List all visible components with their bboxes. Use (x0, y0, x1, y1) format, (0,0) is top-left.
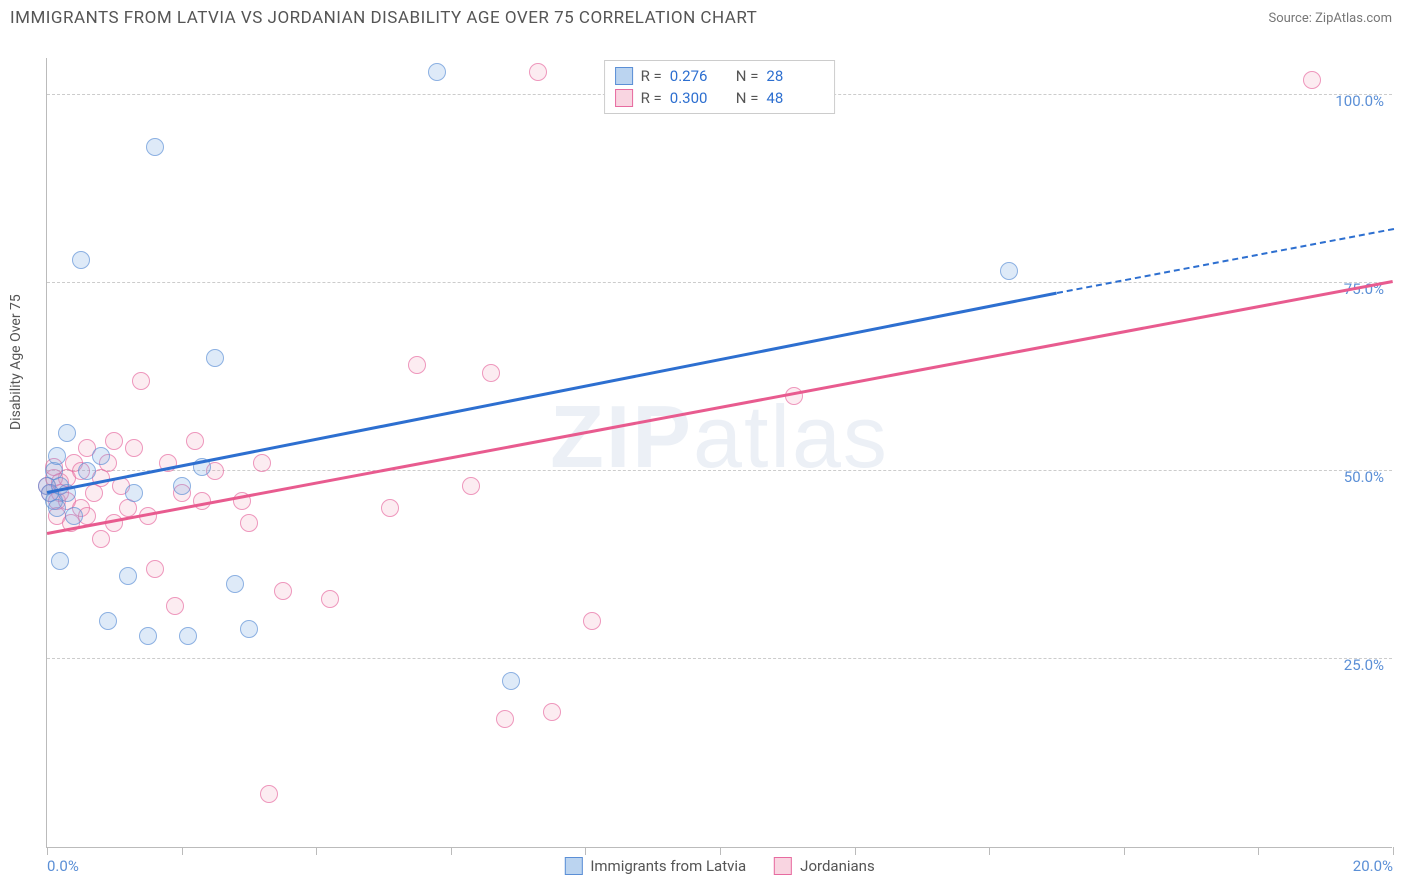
data-point-blue (125, 484, 143, 502)
data-point-pink (482, 364, 500, 382)
data-point-blue (206, 349, 224, 367)
legend-item-pink: Jordanians (774, 857, 875, 875)
data-point-pink (166, 597, 184, 615)
data-point-blue (139, 627, 157, 645)
data-point-pink (186, 432, 204, 450)
data-point-pink (321, 590, 339, 608)
data-point-blue (48, 499, 66, 517)
data-point-blue (92, 447, 110, 465)
data-point-blue (226, 575, 244, 593)
data-point-pink (92, 530, 110, 548)
x-tick (1124, 847, 1125, 855)
legend-row-pink: R = 0.300 N = 48 (615, 87, 825, 109)
y-tick-label: 25.0% (1344, 656, 1384, 674)
swatch-blue-icon (564, 857, 582, 875)
data-point-blue (119, 567, 137, 585)
data-point-pink (132, 372, 150, 390)
chart-header: IMMIGRANTS FROM LATVIA VS JORDANIAN DISA… (0, 0, 1406, 36)
data-point-blue (51, 552, 69, 570)
data-point-blue (240, 620, 258, 638)
data-point-blue (173, 477, 191, 495)
x-tick (585, 847, 586, 855)
x-tick (451, 847, 452, 855)
data-point-pink (583, 612, 601, 630)
trend-line-blue (47, 292, 1057, 494)
data-point-pink (496, 710, 514, 728)
data-point-pink (125, 439, 143, 457)
data-point-blue (502, 672, 520, 690)
y-tick-label: 100.0% (1335, 92, 1384, 110)
data-point-blue (146, 138, 164, 156)
swatch-pink-icon (774, 857, 792, 875)
data-point-blue (78, 462, 96, 480)
watermark: ZIPatlas (550, 386, 889, 488)
data-point-pink (105, 432, 123, 450)
data-point-blue (58, 424, 76, 442)
data-point-pink (253, 454, 271, 472)
x-tick (989, 847, 990, 855)
gridline-h (47, 470, 1392, 471)
y-axis-label: Disability Age Over 75 (8, 294, 24, 430)
data-point-pink (274, 582, 292, 600)
chart-title: IMMIGRANTS FROM LATVIA VS JORDANIAN DISA… (10, 8, 757, 28)
x-tick-label: 20.0% (1353, 857, 1393, 875)
swatch-pink-icon (615, 89, 633, 107)
x-tick (720, 847, 721, 855)
data-point-blue (48, 447, 66, 465)
data-point-blue (428, 63, 446, 81)
legend-item-blue: Immigrants from Latvia (564, 857, 746, 875)
data-point-blue (72, 251, 90, 269)
scatter-chart: ZIPatlas R = 0.276 N = 28 R = 0.300 N = … (46, 58, 1392, 848)
data-point-pink (1303, 71, 1321, 89)
x-tick (182, 847, 183, 855)
legend-row-blue: R = 0.276 N = 28 (615, 65, 825, 87)
data-point-pink (240, 514, 258, 532)
x-tick-label: 0.0% (47, 857, 79, 875)
data-point-pink (146, 560, 164, 578)
swatch-blue-icon (615, 67, 633, 85)
gridline-h (47, 282, 1392, 283)
x-tick (1258, 847, 1259, 855)
data-point-pink (529, 63, 547, 81)
source-attribution: Source: ZipAtlas.com (1268, 11, 1392, 26)
data-point-pink (260, 785, 278, 803)
correlation-legend: R = 0.276 N = 28 R = 0.300 N = 48 (604, 60, 836, 114)
x-tick (316, 847, 317, 855)
x-tick (47, 847, 48, 855)
data-point-blue (99, 612, 117, 630)
gridline-h (47, 658, 1392, 659)
data-point-blue (65, 507, 83, 525)
y-tick-label: 50.0% (1344, 468, 1384, 486)
data-point-blue (1000, 262, 1018, 280)
data-point-pink (462, 477, 480, 495)
series-legend: Immigrants from Latvia Jordanians (564, 857, 874, 875)
trend-line-pink (47, 280, 1393, 535)
x-tick (1393, 847, 1394, 855)
data-point-pink (381, 499, 399, 517)
data-point-pink (408, 356, 426, 374)
data-point-blue (179, 627, 197, 645)
data-point-pink (543, 703, 561, 721)
trend-line-blue-dash (1056, 228, 1393, 294)
x-tick (855, 847, 856, 855)
